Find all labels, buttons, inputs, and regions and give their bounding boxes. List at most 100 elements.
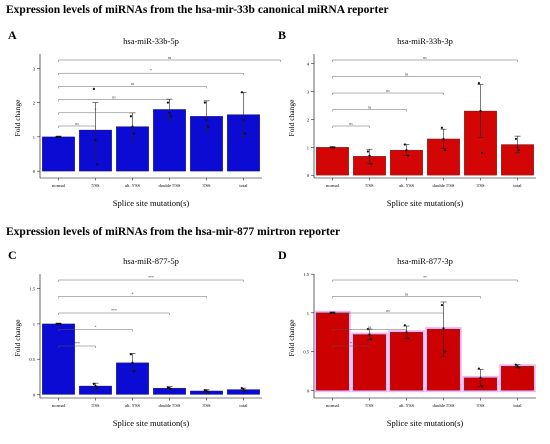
data-point	[55, 322, 59, 325]
data-point	[331, 146, 334, 149]
y-tick-label: 1.5	[29, 287, 35, 292]
x-tick-label-alt-5-ss: alt. 5'SS	[399, 403, 415, 408]
data-point	[55, 135, 59, 138]
x-tick-label-alt-5-ss: alt. 5'SS	[125, 183, 141, 188]
significance-label: ns	[405, 72, 409, 76]
data-point	[205, 118, 208, 121]
x-axis-label: Splice site mutation(s)	[387, 418, 464, 428]
x-tick-label-total: total	[513, 183, 522, 188]
significance-label: *	[95, 325, 97, 329]
data-point	[329, 311, 332, 314]
data-point	[481, 151, 484, 154]
x-axis-label: Splice site mutation(s)	[113, 418, 190, 428]
significance-label: *	[150, 69, 152, 73]
significance-bracket	[332, 312, 444, 315]
significance-bracket	[332, 345, 370, 348]
x-tick-label-alt-5-ss: alt. 5'SS	[125, 403, 141, 408]
significance-bracket	[332, 125, 370, 128]
significance-bracket	[58, 72, 244, 76]
significance-label: ns	[386, 309, 390, 313]
data-point	[129, 115, 132, 118]
significance-label: ns	[405, 292, 409, 296]
data-point	[481, 385, 484, 388]
data-point	[329, 146, 332, 149]
data-point	[477, 367, 480, 370]
x-tick-label-3-ss: 3'SS	[202, 403, 211, 408]
significance-label: ns	[423, 56, 427, 60]
x-tick-label-double-5-ss: double 5'SS	[433, 183, 455, 188]
data-point	[477, 82, 480, 85]
data-point	[96, 387, 99, 390]
y-tick-label: 3	[33, 66, 36, 71]
data-point	[59, 322, 62, 325]
y-tick-label: 0	[33, 169, 36, 174]
x-tick-label-total: total	[513, 403, 522, 408]
y-axis-label: Fold change	[13, 319, 22, 357]
data-point	[442, 327, 445, 330]
significance-label: *	[95, 109, 97, 113]
y-tick-label: 0	[307, 388, 310, 393]
significance-bracket	[58, 329, 133, 332]
y-tick-label: 2	[33, 101, 35, 106]
data-point	[129, 353, 132, 356]
significance-bracket	[332, 329, 407, 332]
y-axis-label: Fold change	[13, 99, 22, 137]
data-point	[516, 365, 519, 368]
significance-label: ns	[112, 95, 116, 99]
data-point	[133, 132, 136, 135]
data-point	[518, 366, 521, 369]
significance-label: ns	[368, 325, 372, 329]
bar-alt-5-ss	[390, 332, 423, 391]
data-point	[444, 148, 447, 152]
data-point	[240, 387, 243, 390]
significance-bracket	[58, 112, 133, 115]
significance-label: ns	[75, 122, 79, 126]
bar-normal	[42, 323, 75, 395]
data-point	[366, 150, 369, 153]
panel-title: hsa-miR-877-5p	[123, 256, 179, 266]
data-point	[57, 322, 60, 325]
data-point	[240, 91, 243, 94]
data-point	[94, 384, 97, 388]
x-tick-label-alt-5-ss: alt. 5'SS	[399, 183, 415, 188]
data-point	[96, 163, 99, 166]
data-point	[207, 125, 210, 128]
significance-label: ns	[349, 122, 353, 126]
bar-5-ss	[353, 334, 386, 391]
data-point	[370, 162, 373, 166]
significance-bracket	[58, 99, 170, 102]
y-tick-label: 4	[307, 62, 310, 67]
significance-bracket	[332, 109, 407, 112]
data-point	[407, 337, 410, 340]
significance-label: *	[350, 342, 352, 346]
significance-label: ns	[168, 56, 172, 60]
x-tick-label-double-5-ss: double 5'SS	[159, 403, 181, 408]
significance-bracket	[332, 279, 518, 282]
significance-label: ns	[131, 82, 135, 86]
data-point	[242, 118, 245, 121]
bar-normal	[42, 136, 75, 172]
data-point	[92, 382, 95, 385]
data-point	[405, 331, 408, 334]
y-tick-label: 0	[307, 173, 310, 178]
significance-label: ***	[111, 309, 117, 313]
significance-bracket	[58, 312, 170, 315]
section-title-canonical: Expression levels of miRNAs from the hsa…	[6, 4, 389, 16]
data-point	[516, 146, 519, 149]
data-point	[479, 109, 482, 113]
panel-title: hsa-miR-33b-3p	[397, 36, 453, 46]
x-tick-label-3-ss: 3'SS	[476, 403, 485, 408]
x-tick-label-normal: normal	[52, 183, 66, 188]
significance-bracket	[58, 125, 96, 128]
significance-bracket	[58, 296, 207, 299]
data-point	[407, 154, 410, 157]
y-tick-label: 1	[33, 135, 35, 140]
x-tick-label-total: total	[239, 403, 248, 408]
data-point	[131, 361, 134, 364]
data-point	[442, 137, 445, 141]
chart-panel-a: hsa-miR-33b-5p 0 1 2 3 Fold change normal 5'SS a…	[13, 36, 281, 208]
x-tick-label-total: total	[239, 183, 248, 188]
significance-label: ***	[74, 342, 80, 346]
x-tick-label-double-5-ss: double 5'SS	[433, 403, 455, 408]
y-tick-label: 1	[33, 322, 35, 327]
